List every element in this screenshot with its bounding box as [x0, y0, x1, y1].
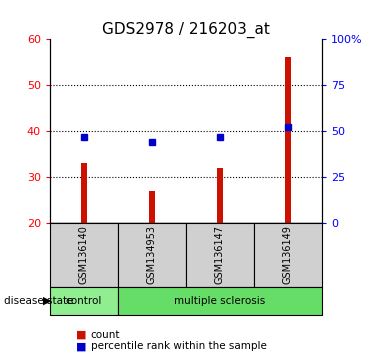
Bar: [254, 223, 322, 287]
Bar: [285, 57, 290, 223]
Text: GSM134953: GSM134953: [147, 225, 157, 284]
Text: control: control: [66, 296, 102, 306]
Text: GSM136140: GSM136140: [79, 225, 89, 284]
Text: ■: ■: [76, 330, 87, 339]
Bar: [50, 287, 118, 315]
Title: GDS2978 / 216203_at: GDS2978 / 216203_at: [102, 21, 270, 38]
Text: percentile rank within the sample: percentile rank within the sample: [91, 341, 266, 351]
Text: count: count: [91, 330, 120, 339]
Bar: [118, 223, 186, 287]
Text: multiple sclerosis: multiple sclerosis: [174, 296, 266, 306]
Text: GSM136147: GSM136147: [215, 225, 225, 284]
Text: GSM136149: GSM136149: [283, 225, 293, 284]
Text: ▶: ▶: [43, 296, 51, 306]
Bar: [118, 287, 322, 315]
Bar: [217, 168, 223, 223]
Bar: [149, 191, 155, 223]
Bar: [50, 223, 118, 287]
Bar: [81, 163, 87, 223]
Text: ■: ■: [76, 341, 87, 351]
Text: disease state: disease state: [4, 296, 73, 306]
Bar: [186, 223, 254, 287]
